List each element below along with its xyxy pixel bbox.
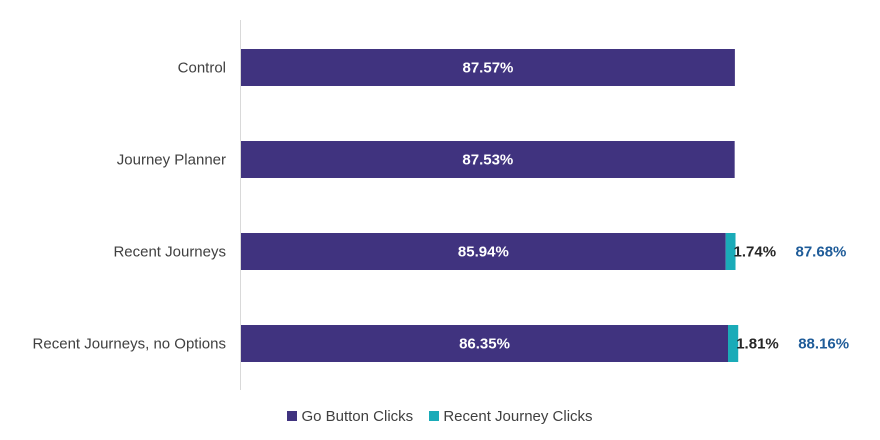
legend-label-recent-journey-clicks: Recent Journey Clicks <box>443 408 592 425</box>
legend-swatch-recent-journey-clicks <box>429 411 439 421</box>
total-label: 88.16% <box>798 336 849 353</box>
category-label: Control <box>178 60 226 77</box>
legend-label-go-button-clicks: Go Button Clicks <box>301 408 413 425</box>
stacked-bar-chart: Control 87.57% Journey Planner 87.53% Recent… <box>0 0 880 400</box>
data-label-recent-journey-clicks: 1.74% <box>734 244 777 261</box>
data-label-go-button-clicks: 87.53% <box>462 152 513 169</box>
data-label-go-button-clicks: 87.57% <box>463 60 514 77</box>
total-label: 87.68% <box>796 244 847 261</box>
legend-swatch-go-button-clicks <box>287 411 297 421</box>
category-label: Recent Journeys, no Options <box>33 336 226 353</box>
data-label-go-button-clicks: 86.35% <box>459 336 510 353</box>
category-label: Recent Journeys <box>113 244 226 261</box>
legend-item-go-button-clicks: Go Button Clicks <box>287 408 413 425</box>
legend: Go Button Clicks Recent Journey Clicks <box>0 408 880 425</box>
legend-item-recent-journey-clicks: Recent Journey Clicks <box>429 408 592 425</box>
bars-group: Control 87.57% Journey Planner 87.53% Recent… <box>33 49 850 362</box>
category-label: Journey Planner <box>117 152 226 169</box>
data-label-go-button-clicks: 85.94% <box>458 244 509 261</box>
data-label-recent-journey-clicks: 1.81% <box>736 336 779 353</box>
